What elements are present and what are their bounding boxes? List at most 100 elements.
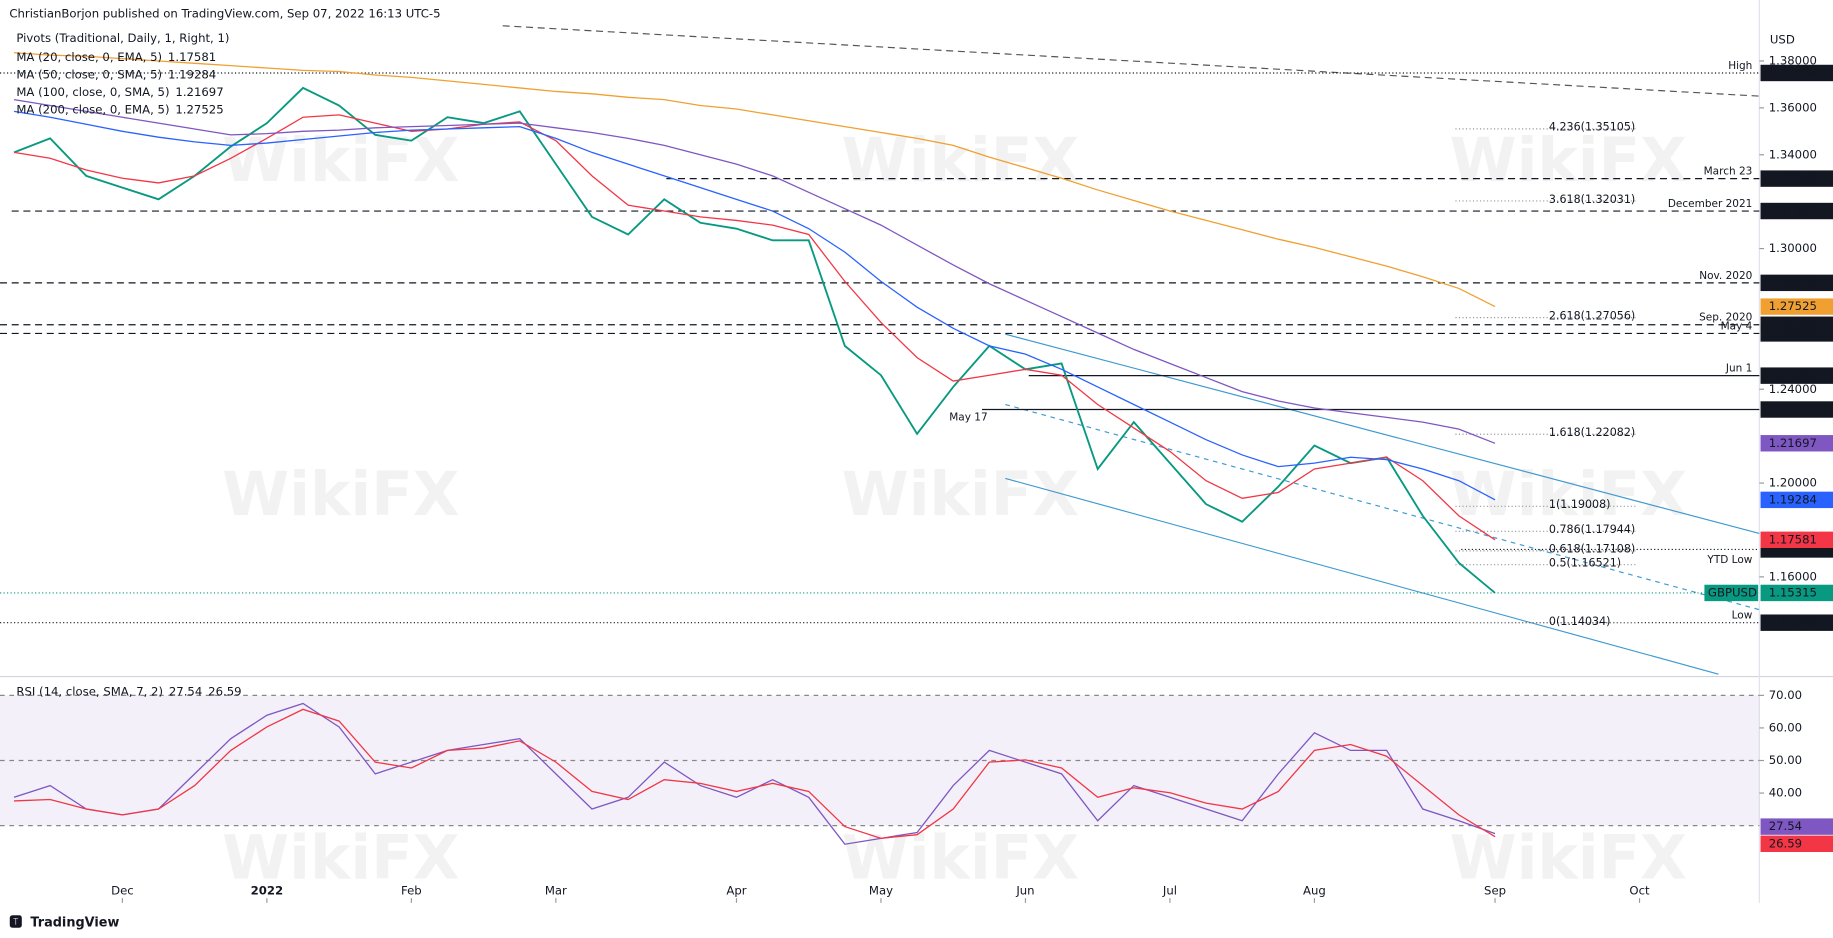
legend-value: 1.19284 [168,68,216,82]
x-tick-label: Apr [726,884,746,898]
fib-label: 0.5(1.16521) [1549,556,1621,569]
legend-value: 1.27525 [175,103,223,117]
last-value-box [1760,531,1833,549]
legend-value: 27.54 [169,684,202,698]
level-name: May 4 [1721,320,1753,332]
last-value: 1.19284 [1769,492,1817,506]
last-value: 1.17581 [1769,532,1817,546]
fib-label: 3.618(1.32031) [1549,193,1635,206]
level-box [1760,64,1833,82]
y-tick-label: 1.16000 [1769,569,1817,583]
series-line [13,114,1496,541]
fib-label: 2.618(1.27056) [1549,309,1635,322]
level-value: 1.14046 [1769,615,1817,629]
x-tick-label: Feb [401,884,422,898]
level-name: December 2021 [1668,198,1753,210]
x-tick-label: 2022 [251,884,283,898]
series-name: GBPUSD [1708,585,1757,599]
level-name: Nov. 2020 [1699,270,1752,282]
last-value: 1.27525 [1769,299,1817,313]
y-tick-label: 60.00 [1769,720,1802,734]
fib-label: 1(1.19008) [1549,498,1611,511]
level-name: May 17 [949,412,987,424]
last-value-box [1760,298,1833,315]
level-name: Sep. 2020 [1699,312,1752,324]
last-value: 1.15315 [1769,585,1817,599]
y-tick-label: 70.00 [1769,688,1802,702]
y-tick-label: 1.30000 [1769,241,1817,255]
legend-name: MA (100, close, 0, SMA, 5) [16,85,169,99]
last-value: 1.21697 [1769,436,1817,450]
x-tick-label: Jul [1162,884,1177,898]
x-tick-label: Dec [111,884,134,898]
level-name: Low [1732,610,1753,622]
legend-name: MA (200, close, 0, EMA, 5) [16,103,169,117]
level-value: 1.37488 [1769,65,1817,79]
series-name-box [1704,584,1759,602]
x-tick-label: Aug [1303,884,1326,898]
last-value: 26.59 [1769,836,1802,850]
last-value-box [1760,491,1833,509]
level-box [1760,274,1833,292]
level-box [1760,367,1833,384]
indicator-label: Pivots (Traditional, Daily, 1, Right, 1) [16,31,229,45]
channel-upper [1005,333,1760,535]
watermark: WikiFX [842,125,1079,196]
level-value: 1.26382 [1769,326,1817,340]
last-value-box [1760,435,1833,452]
level-value: 1.24581 [1769,368,1817,382]
last-value-box [1760,584,1833,602]
watermark: WikiFX [842,459,1079,530]
last-value-box [1760,818,1833,835]
legend-value: 1.21697 [175,85,223,99]
series-line [13,52,1496,308]
x-tick-label: Jun [1015,884,1034,898]
x-tick-label: May [869,884,893,898]
y-tick-label: 1.36000 [1769,100,1817,114]
level-box [1760,202,1833,220]
channel-lower [1005,477,1719,675]
fib-label: 0.618(1.17108) [1549,543,1635,556]
level-value: 1.31601 [1769,204,1817,218]
footer-brand: TradingView [30,915,119,930]
fib-label: 1.618(1.22082) [1549,426,1635,439]
level-box [1760,170,1833,187]
fib-label: 0.786(1.17944) [1549,523,1635,536]
level-name: High [1728,60,1752,72]
watermark: WikiFX [1450,125,1687,196]
publisher: ChristianBorjon published on TradingView… [9,7,440,21]
watermark: WikiFX [842,822,1079,893]
level-box [1760,401,1833,418]
y-tick-label: 40.00 [1769,786,1802,800]
y-tick-label: 1.38000 [1769,53,1817,67]
level-box [1760,325,1833,342]
rsi-title: RSI (14, close, SMA, 7, 2) [16,684,163,698]
y-tick-label: 1.34000 [1769,147,1817,161]
series-line [13,99,1496,444]
x-tick-label: Mar [545,884,567,898]
series-line [13,702,1496,845]
watermark: WikiFX [222,125,459,196]
series-line [14,708,1496,839]
footer-logo: 🆃 [9,914,22,930]
legend-value: 1.17581 [168,50,216,64]
last-value: 27.54 [1769,819,1802,833]
watermark: WikiFX [222,459,459,530]
legend-name: MA (20, close, 0, EMA, 5) [16,50,162,64]
watermark: WikiFX [222,822,459,893]
level-box [1760,614,1833,631]
level-value: 1.23137 [1769,402,1817,416]
level-name: March 23 [1704,166,1753,178]
x-tick-label: Sep [1484,884,1506,898]
legend-name: MA (50, close, 0, SMA, 5) [16,68,162,82]
fib-label: 4.236(1.35105) [1549,121,1635,134]
level-name: Jun 1 [1725,363,1752,375]
level-name: YTD Low [1706,554,1752,566]
watermark: WikiFX [1450,459,1687,530]
series-line [13,86,1496,594]
level-value: 1.28538 [1769,275,1817,289]
series-line [13,110,1496,501]
last-value-box [1760,835,1833,852]
